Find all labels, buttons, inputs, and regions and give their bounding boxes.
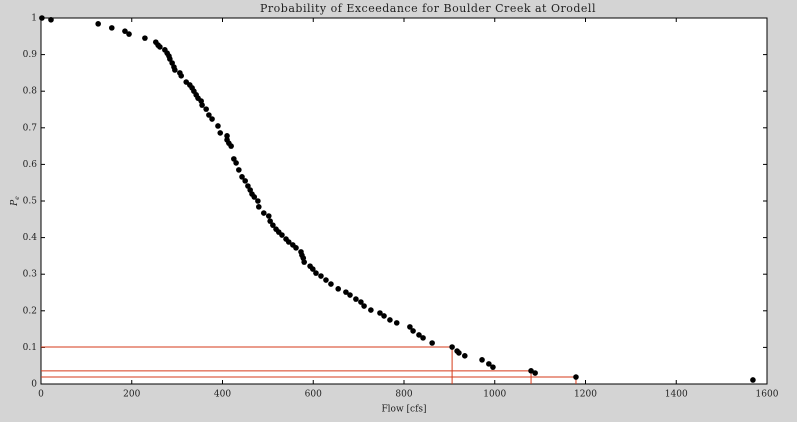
point bbox=[95, 21, 101, 27]
x-tick-label: 1600 bbox=[756, 390, 779, 400]
point bbox=[251, 194, 258, 200]
point bbox=[429, 340, 435, 346]
y-tick-label: 0.8 bbox=[23, 87, 38, 97]
point bbox=[410, 328, 416, 334]
point bbox=[217, 130, 224, 136]
point bbox=[224, 133, 230, 139]
x-axis-label: Flow [cfs] bbox=[381, 405, 426, 415]
point bbox=[178, 73, 185, 79]
x-tick-label: 400 bbox=[214, 390, 231, 400]
x-tick-label: 1000 bbox=[483, 390, 506, 400]
point bbox=[449, 344, 455, 350]
point bbox=[239, 174, 245, 180]
point bbox=[343, 289, 349, 295]
y-label-sub: e bbox=[14, 196, 21, 200]
point bbox=[255, 204, 262, 210]
point bbox=[377, 310, 383, 316]
y-tick-label: 0.3 bbox=[23, 270, 38, 280]
point bbox=[361, 303, 367, 309]
point bbox=[368, 307, 374, 313]
point bbox=[142, 35, 148, 41]
point bbox=[750, 377, 756, 383]
y-tick-label: 0.9 bbox=[23, 50, 38, 60]
point bbox=[39, 15, 45, 21]
plot-area bbox=[40, 17, 768, 385]
y-tick-label: 0.6 bbox=[23, 160, 38, 170]
point bbox=[270, 222, 276, 228]
point bbox=[393, 320, 400, 326]
point bbox=[532, 370, 538, 376]
point bbox=[206, 112, 212, 118]
y-tick-label: 0.7 bbox=[23, 123, 38, 133]
point bbox=[462, 353, 468, 359]
point bbox=[172, 67, 178, 73]
point bbox=[490, 364, 496, 370]
x-tick-label: 1200 bbox=[574, 390, 597, 400]
y-tick-label: 0.1 bbox=[23, 343, 37, 353]
y-label-base: P bbox=[10, 199, 20, 207]
point bbox=[309, 266, 316, 272]
point bbox=[260, 210, 267, 216]
point bbox=[209, 116, 215, 122]
x-tick-label: 1400 bbox=[665, 390, 688, 400]
point bbox=[267, 218, 273, 224]
y-tick-label: 1 bbox=[31, 14, 37, 24]
point bbox=[265, 213, 272, 219]
point bbox=[215, 123, 221, 129]
point bbox=[279, 232, 285, 238]
point bbox=[479, 357, 485, 363]
point bbox=[108, 25, 115, 31]
x-tick-label: 600 bbox=[305, 390, 322, 400]
point bbox=[242, 178, 248, 184]
y-tick-label: 0.4 bbox=[23, 233, 38, 243]
point bbox=[407, 324, 413, 330]
y-axis-label: Pe bbox=[10, 196, 21, 207]
point bbox=[323, 277, 329, 283]
chart-title: Probability of Exceedance for Boulder Cr… bbox=[260, 2, 596, 15]
point bbox=[335, 286, 342, 292]
x-tick-label: 200 bbox=[123, 390, 140, 400]
y-tick-label: 0.2 bbox=[23, 306, 37, 316]
point bbox=[387, 317, 393, 323]
x-tick-label: 800 bbox=[395, 390, 412, 400]
y-tick-label: 0 bbox=[31, 380, 37, 390]
point bbox=[328, 281, 334, 287]
point bbox=[347, 292, 353, 298]
point bbox=[157, 44, 163, 50]
point bbox=[573, 374, 579, 380]
point bbox=[293, 245, 299, 251]
y-tick-label: 0.5 bbox=[23, 197, 38, 207]
point bbox=[285, 239, 292, 245]
point bbox=[199, 102, 205, 108]
point bbox=[255, 198, 261, 204]
point bbox=[48, 17, 54, 23]
point bbox=[358, 299, 364, 305]
point bbox=[233, 160, 239, 166]
point bbox=[381, 313, 387, 319]
point bbox=[416, 332, 422, 338]
point bbox=[122, 28, 128, 34]
point bbox=[126, 31, 132, 37]
point bbox=[353, 296, 359, 302]
point bbox=[456, 350, 462, 356]
point bbox=[301, 259, 307, 265]
point bbox=[236, 167, 242, 173]
x-tick-label: 0 bbox=[38, 390, 44, 400]
point bbox=[203, 106, 209, 112]
point bbox=[486, 361, 492, 367]
point bbox=[313, 270, 319, 276]
point bbox=[228, 143, 234, 149]
point bbox=[420, 335, 426, 341]
point bbox=[318, 273, 324, 279]
